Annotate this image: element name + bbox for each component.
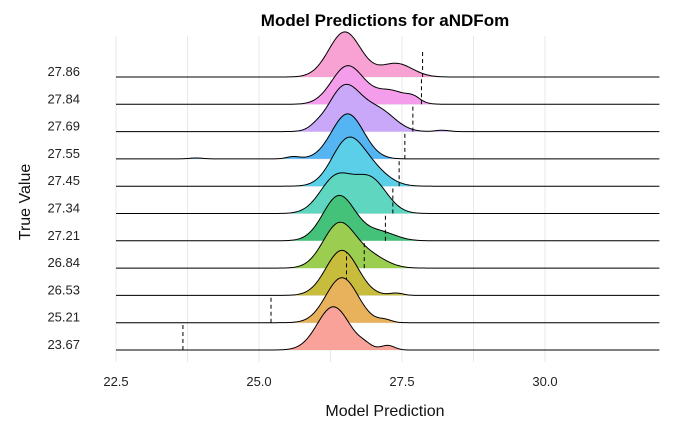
ridge-23.67: [116, 306, 660, 351]
x-tick-label: 22.5: [103, 374, 128, 389]
ridge-27.45: [116, 136, 660, 187]
ridge-27.86: [116, 31, 660, 78]
y-tick-label: 25.21: [47, 310, 80, 325]
ridge-fill: [116, 250, 660, 296]
y-tick-label: 27.84: [47, 91, 80, 106]
ridge-27.34: [116, 172, 660, 214]
x-axis-title: Model Prediction: [325, 403, 444, 420]
chart-title: Model Predictions for aNDFom: [261, 11, 509, 30]
tick-labels: 22.5 25.0 27.5 30.0 27.86 27.84 27.69 27.55 27.4…: [47, 64, 557, 389]
y-tick-label: 27.34: [47, 201, 80, 216]
ridge-outline: [116, 65, 660, 105]
ridge-fill: [116, 84, 660, 132]
ridge-25.21: [116, 277, 660, 324]
ridge-fill: [116, 137, 660, 187]
y-tick-label: 27.45: [47, 173, 80, 188]
ridge-27.21: [116, 194, 660, 242]
x-tick-label: 27.5: [389, 374, 414, 389]
y-tick-label: 27.21: [47, 228, 80, 243]
ridge-outline: [116, 172, 660, 214]
y-tick-label: 27.86: [47, 64, 80, 79]
ridge-27.84: [116, 65, 660, 105]
x-tick-label: 30.0: [532, 374, 557, 389]
ridge-outline: [116, 277, 660, 324]
y-axis-title: True Value: [17, 164, 34, 241]
ridge-fill: [116, 65, 660, 105]
ridge-fill: [116, 172, 660, 214]
x-tick-label: 25.0: [246, 374, 271, 389]
ridge-fill: [116, 31, 660, 78]
ridges: [116, 31, 660, 351]
ridge-27.69: [116, 83, 660, 133]
y-tick-label: 26.53: [47, 282, 80, 297]
y-tick-label: 27.69: [47, 119, 80, 134]
ridge-fill: [116, 306, 660, 350]
y-tick-label: 27.55: [47, 146, 80, 161]
ridge-outline: [116, 83, 660, 133]
ridge-outline: [116, 306, 660, 351]
ridge-outline: [116, 31, 660, 78]
y-tick-label: 23.67: [47, 337, 80, 352]
ridge-outline: [116, 221, 660, 269]
ridge-outline: [116, 113, 660, 160]
ridge-fill: [116, 277, 660, 323]
ridge-outline: [116, 136, 660, 187]
ridge-26.53: [116, 249, 660, 296]
ridge-outline: [116, 249, 660, 296]
ridge-27.55: [116, 113, 660, 160]
ridge-outline: [116, 194, 660, 242]
ridge-26.84: [116, 221, 660, 269]
y-tick-label: 26.84: [47, 255, 80, 270]
